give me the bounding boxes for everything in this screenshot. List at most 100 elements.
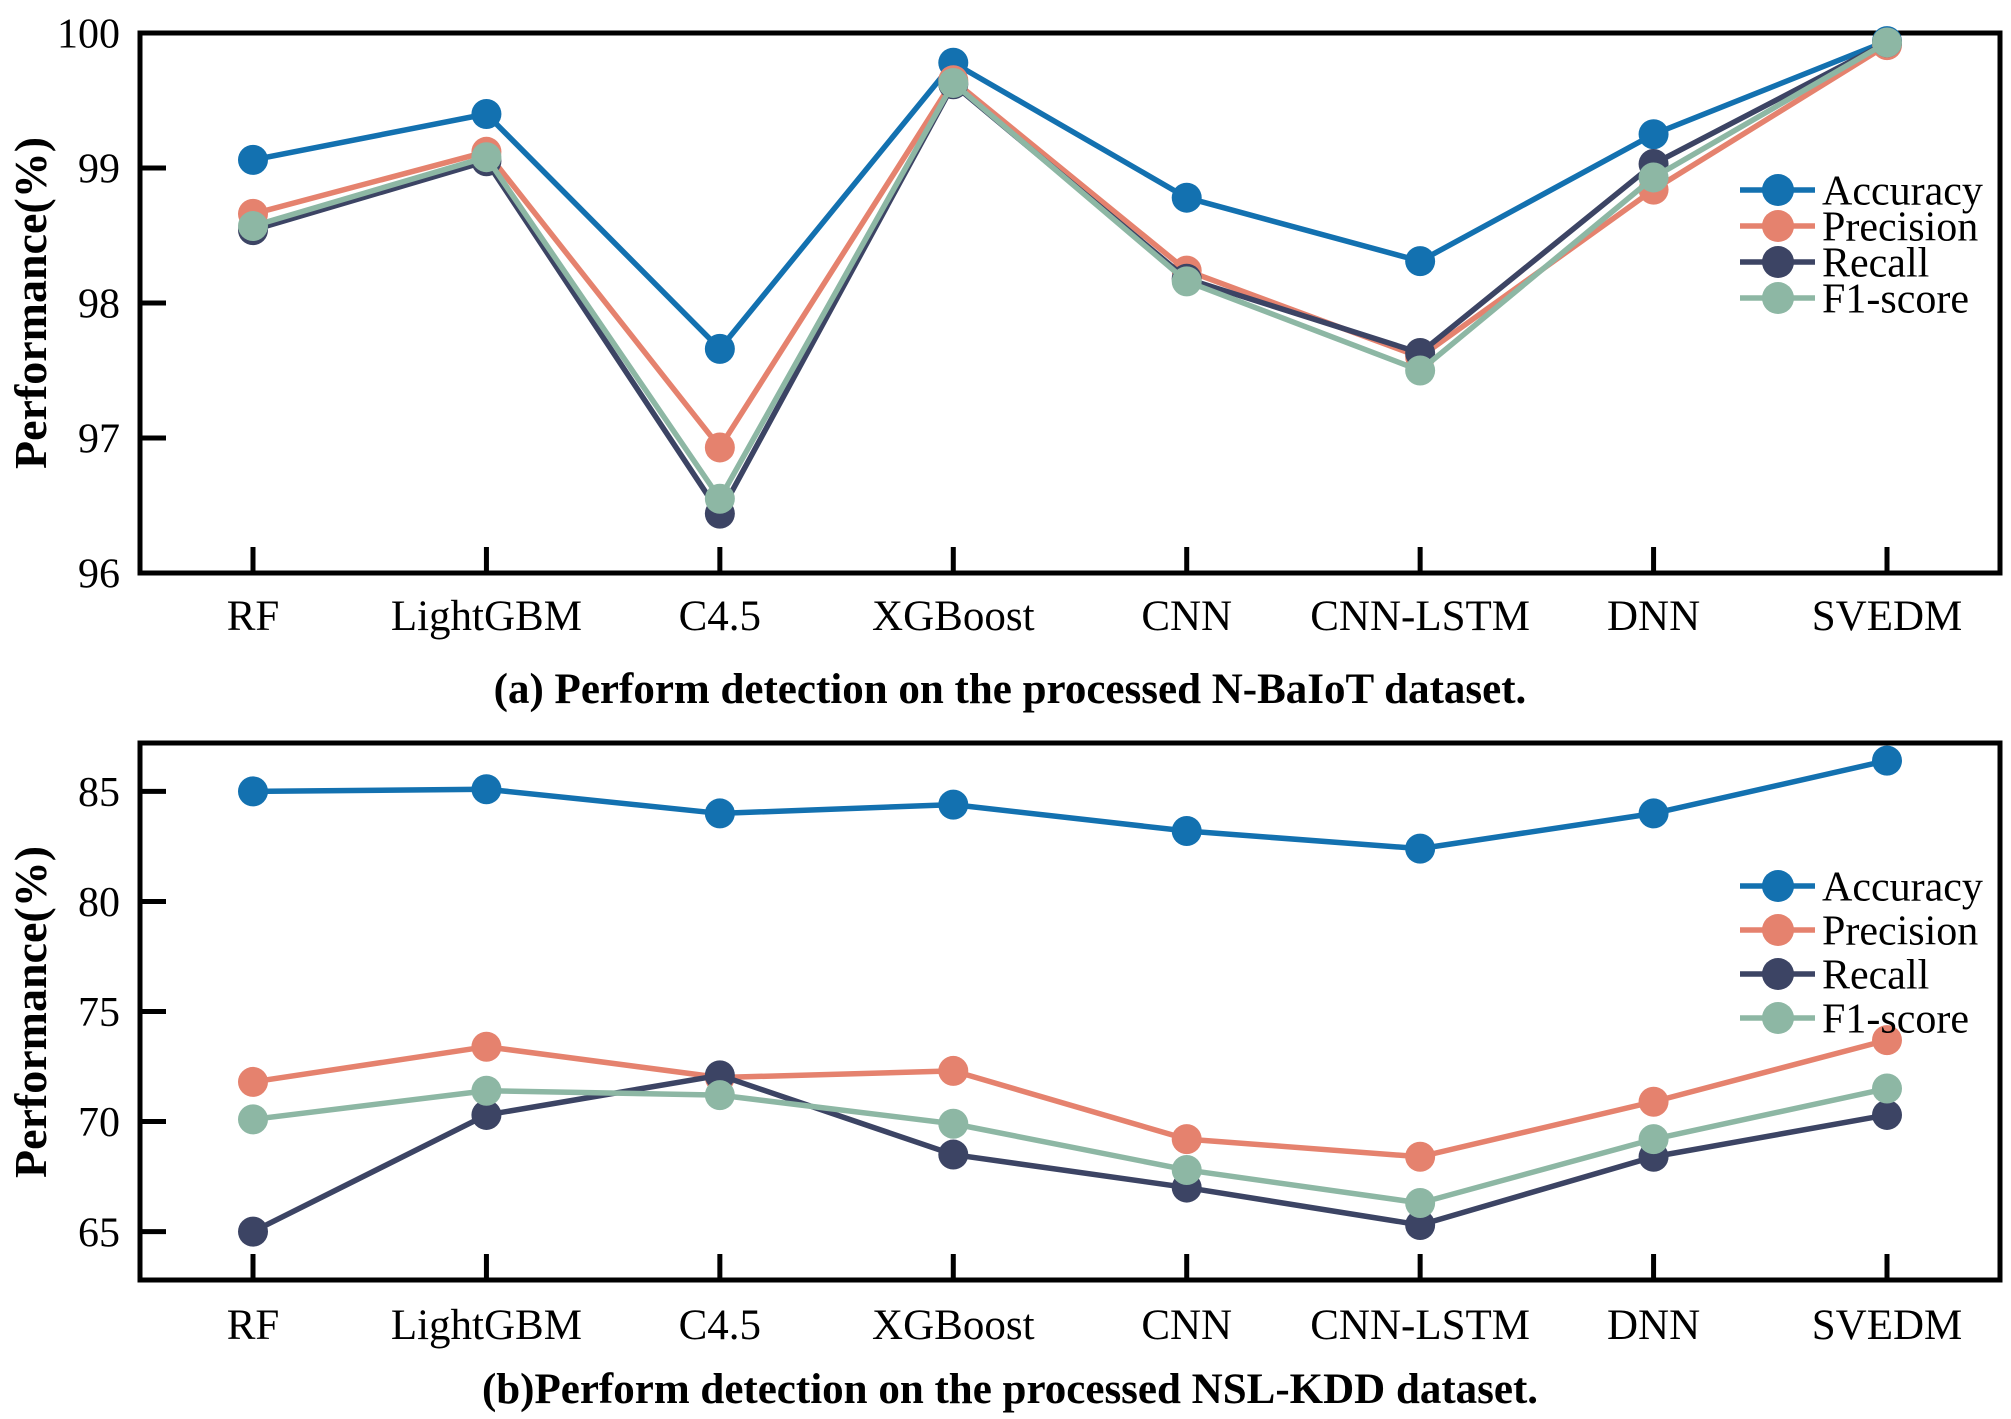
- legend-label-accuracy-a: Accuracy: [1822, 169, 1983, 215]
- data-point-f1-score-c4.5-b: [704, 1080, 735, 1111]
- data-point-accuracy-cnn-lstm-b: [1405, 833, 1436, 864]
- data-point-precision-rf-b: [238, 1066, 268, 1097]
- data-point-precision-c4.5-a: [704, 432, 735, 463]
- data-point-f1-score-rf-b: [238, 1104, 268, 1135]
- data-point-f1-score-lightgbm-b: [471, 1075, 502, 1106]
- x-category-label-a-5: CNN-LSTM: [1310, 593, 1530, 640]
- legend-label-f1-score-a: F1-score: [1822, 277, 1969, 323]
- x-category-label-b-3: XGBoost: [872, 1302, 1035, 1349]
- plot-border-b: [137, 740, 2003, 1283]
- data-point-accuracy-dnn-a: [1638, 119, 1669, 150]
- data-point-f1-score-svedm-a: [1872, 27, 1902, 58]
- chart-b: 65 70 75 80 85 RF LightGBM C4.5 XGBoost CNN CNN-LS…: [5, 740, 2003, 1413]
- x-category-label-b-6: DNN: [1607, 1302, 1700, 1349]
- series-line-precision-b: [252, 1037, 1888, 1160]
- data-point-precision-dnn-b: [1638, 1086, 1669, 1117]
- data-point-f1-score-cnn-a: [1171, 266, 1202, 297]
- x-category-label-b-4: CNN: [1141, 1302, 1232, 1349]
- x-category-label-a-4: CNN: [1141, 593, 1232, 640]
- data-point-accuracy-lightgbm-b: [471, 774, 502, 805]
- legend-label-recall-a: Recall: [1822, 241, 1929, 287]
- y-tick-label-b-2: 75: [78, 990, 120, 1036]
- data-point-f1-score-cnn-lstm-a: [1405, 355, 1436, 386]
- legend-label-precision-b: Precision: [1822, 909, 1978, 955]
- x-category-label-b-5: CNN-LSTM: [1310, 1302, 1530, 1349]
- series-line-accuracy-b: [252, 757, 1888, 852]
- x-category-label-a-3: XGBoost: [872, 593, 1035, 640]
- y-tick-label-b-4: 85: [78, 770, 120, 816]
- data-point-accuracy-xgboost-b: [938, 789, 969, 820]
- legend-marker-accuracy-b: [1762, 870, 1794, 902]
- legend-marker-recall-a: [1762, 246, 1794, 278]
- legend-marker-f1-score-a: [1762, 282, 1794, 314]
- legend-label-f1-score-b: F1-score: [1822, 997, 1969, 1043]
- x-category-label-a-7: SVEDM: [1812, 593, 1963, 640]
- chart-caption-b: (b)Perform detection on the processed NS…: [482, 1366, 1538, 1413]
- x-category-label-a-6: DNN: [1607, 593, 1700, 640]
- data-point-f1-score-lightgbm-a: [471, 142, 502, 173]
- y-tick-label-a-4: 100: [57, 12, 120, 58]
- x-category-label-b-7: SVEDM: [1812, 1302, 1963, 1349]
- data-point-f1-score-xgboost-a: [938, 67, 969, 98]
- data-point-precision-lightgbm-b: [471, 1031, 502, 1062]
- data-point-recall-rf-b: [238, 1216, 268, 1247]
- data-point-f1-score-cnn-b: [1171, 1154, 1202, 1185]
- data-point-recall-lightgbm-b: [471, 1099, 502, 1130]
- plot-border-a: [137, 30, 2003, 576]
- data-point-accuracy-lightgbm-a: [471, 99, 502, 129]
- y-axis-title-b: Performance(%): [5, 846, 56, 1178]
- legend-marker-recall-b: [1762, 958, 1794, 990]
- legend-label-accuracy-b: Accuracy: [1822, 865, 1983, 911]
- y-tick-label-a-1: 97: [78, 417, 120, 463]
- data-point-precision-xgboost-b: [938, 1055, 969, 1086]
- data-point-recall-xgboost-b: [938, 1139, 969, 1170]
- x-category-label-a-0: RF: [227, 593, 280, 640]
- series-line-f1-score-b: [252, 1085, 1888, 1206]
- x-category-label-a-1: LightGBM: [391, 593, 582, 640]
- data-point-accuracy-cnn-lstm-a: [1405, 246, 1436, 277]
- data-point-f1-score-dnn-b: [1638, 1124, 1669, 1155]
- chart-caption-a: (a) Perform detection on the processed N…: [494, 666, 1527, 713]
- y-tick-label-b-1: 70: [78, 1100, 120, 1146]
- series-line-recall-b: [251, 1072, 1888, 1235]
- data-point-accuracy-rf-b: [238, 776, 268, 807]
- data-point-precision-cnn-b: [1171, 1124, 1202, 1155]
- data-point-accuracy-c4.5-a: [704, 333, 735, 364]
- y-tick-label-b-3: 80: [78, 880, 120, 926]
- legend-label-precision-a: Precision: [1822, 205, 1978, 251]
- series-line-f1-score-a: [252, 40, 1889, 502]
- series-line-accuracy-a: [252, 38, 1889, 352]
- data-point-f1-score-xgboost-b: [938, 1108, 969, 1139]
- data-point-accuracy-cnn-a: [1171, 182, 1202, 213]
- x-category-label-b-0: RF: [227, 1302, 280, 1349]
- chart-a: 96 97 98 99 100 RF LightGBM C4.5 XGBoost CNN CNN-L…: [5, 12, 2003, 713]
- x-category-label-b-1: LightGBM: [391, 1302, 582, 1349]
- x-category-label-a-2: C4.5: [679, 593, 761, 640]
- data-point-accuracy-rf-a: [238, 144, 268, 175]
- data-point-accuracy-cnn-b: [1171, 816, 1202, 847]
- data-point-f1-score-rf-a: [238, 211, 268, 242]
- data-point-accuracy-c4.5-b: [704, 798, 735, 829]
- data-point-accuracy-dnn-b: [1638, 798, 1669, 829]
- x-category-label-b-2: C4.5: [679, 1302, 761, 1349]
- y-tick-label-b-0: 65: [78, 1210, 120, 1256]
- y-tick-label-a-3: 99: [78, 147, 120, 193]
- data-point-f1-score-cnn-lstm-b: [1405, 1187, 1436, 1218]
- y-tick-label-a-0: 96: [78, 552, 120, 598]
- legend-marker-f1-score-b: [1762, 1002, 1794, 1034]
- series-line-precision-a: [252, 42, 1889, 451]
- data-point-precision-cnn-lstm-b: [1405, 1141, 1436, 1172]
- data-point-accuracy-svedm-b: [1872, 745, 1902, 776]
- legend-label-recall-b: Recall: [1822, 953, 1929, 999]
- data-point-f1-score-c4.5-a: [704, 483, 735, 514]
- y-tick-label-a-2: 98: [78, 282, 120, 328]
- data-point-f1-score-dnn-a: [1638, 162, 1669, 193]
- y-axis-title-a: Performance(%): [5, 137, 56, 469]
- data-point-f1-score-svedm-b: [1872, 1073, 1902, 1104]
- data-point-recall-cnn-lstm-b: [1405, 1209, 1436, 1240]
- legend-marker-precision-a: [1762, 210, 1794, 242]
- data-point-precision-svedm-b: [1872, 1025, 1902, 1056]
- data-point-recall-svedm-b: [1872, 1099, 1902, 1130]
